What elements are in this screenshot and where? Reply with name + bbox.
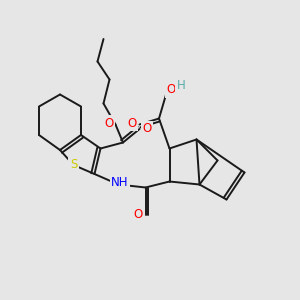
Text: O: O xyxy=(167,83,176,96)
Text: S: S xyxy=(70,158,77,172)
Text: H: H xyxy=(177,79,186,92)
Text: O: O xyxy=(142,122,152,136)
Text: O: O xyxy=(104,116,113,130)
Text: NH: NH xyxy=(111,176,129,189)
Text: O: O xyxy=(128,116,136,130)
Text: O: O xyxy=(134,208,142,221)
